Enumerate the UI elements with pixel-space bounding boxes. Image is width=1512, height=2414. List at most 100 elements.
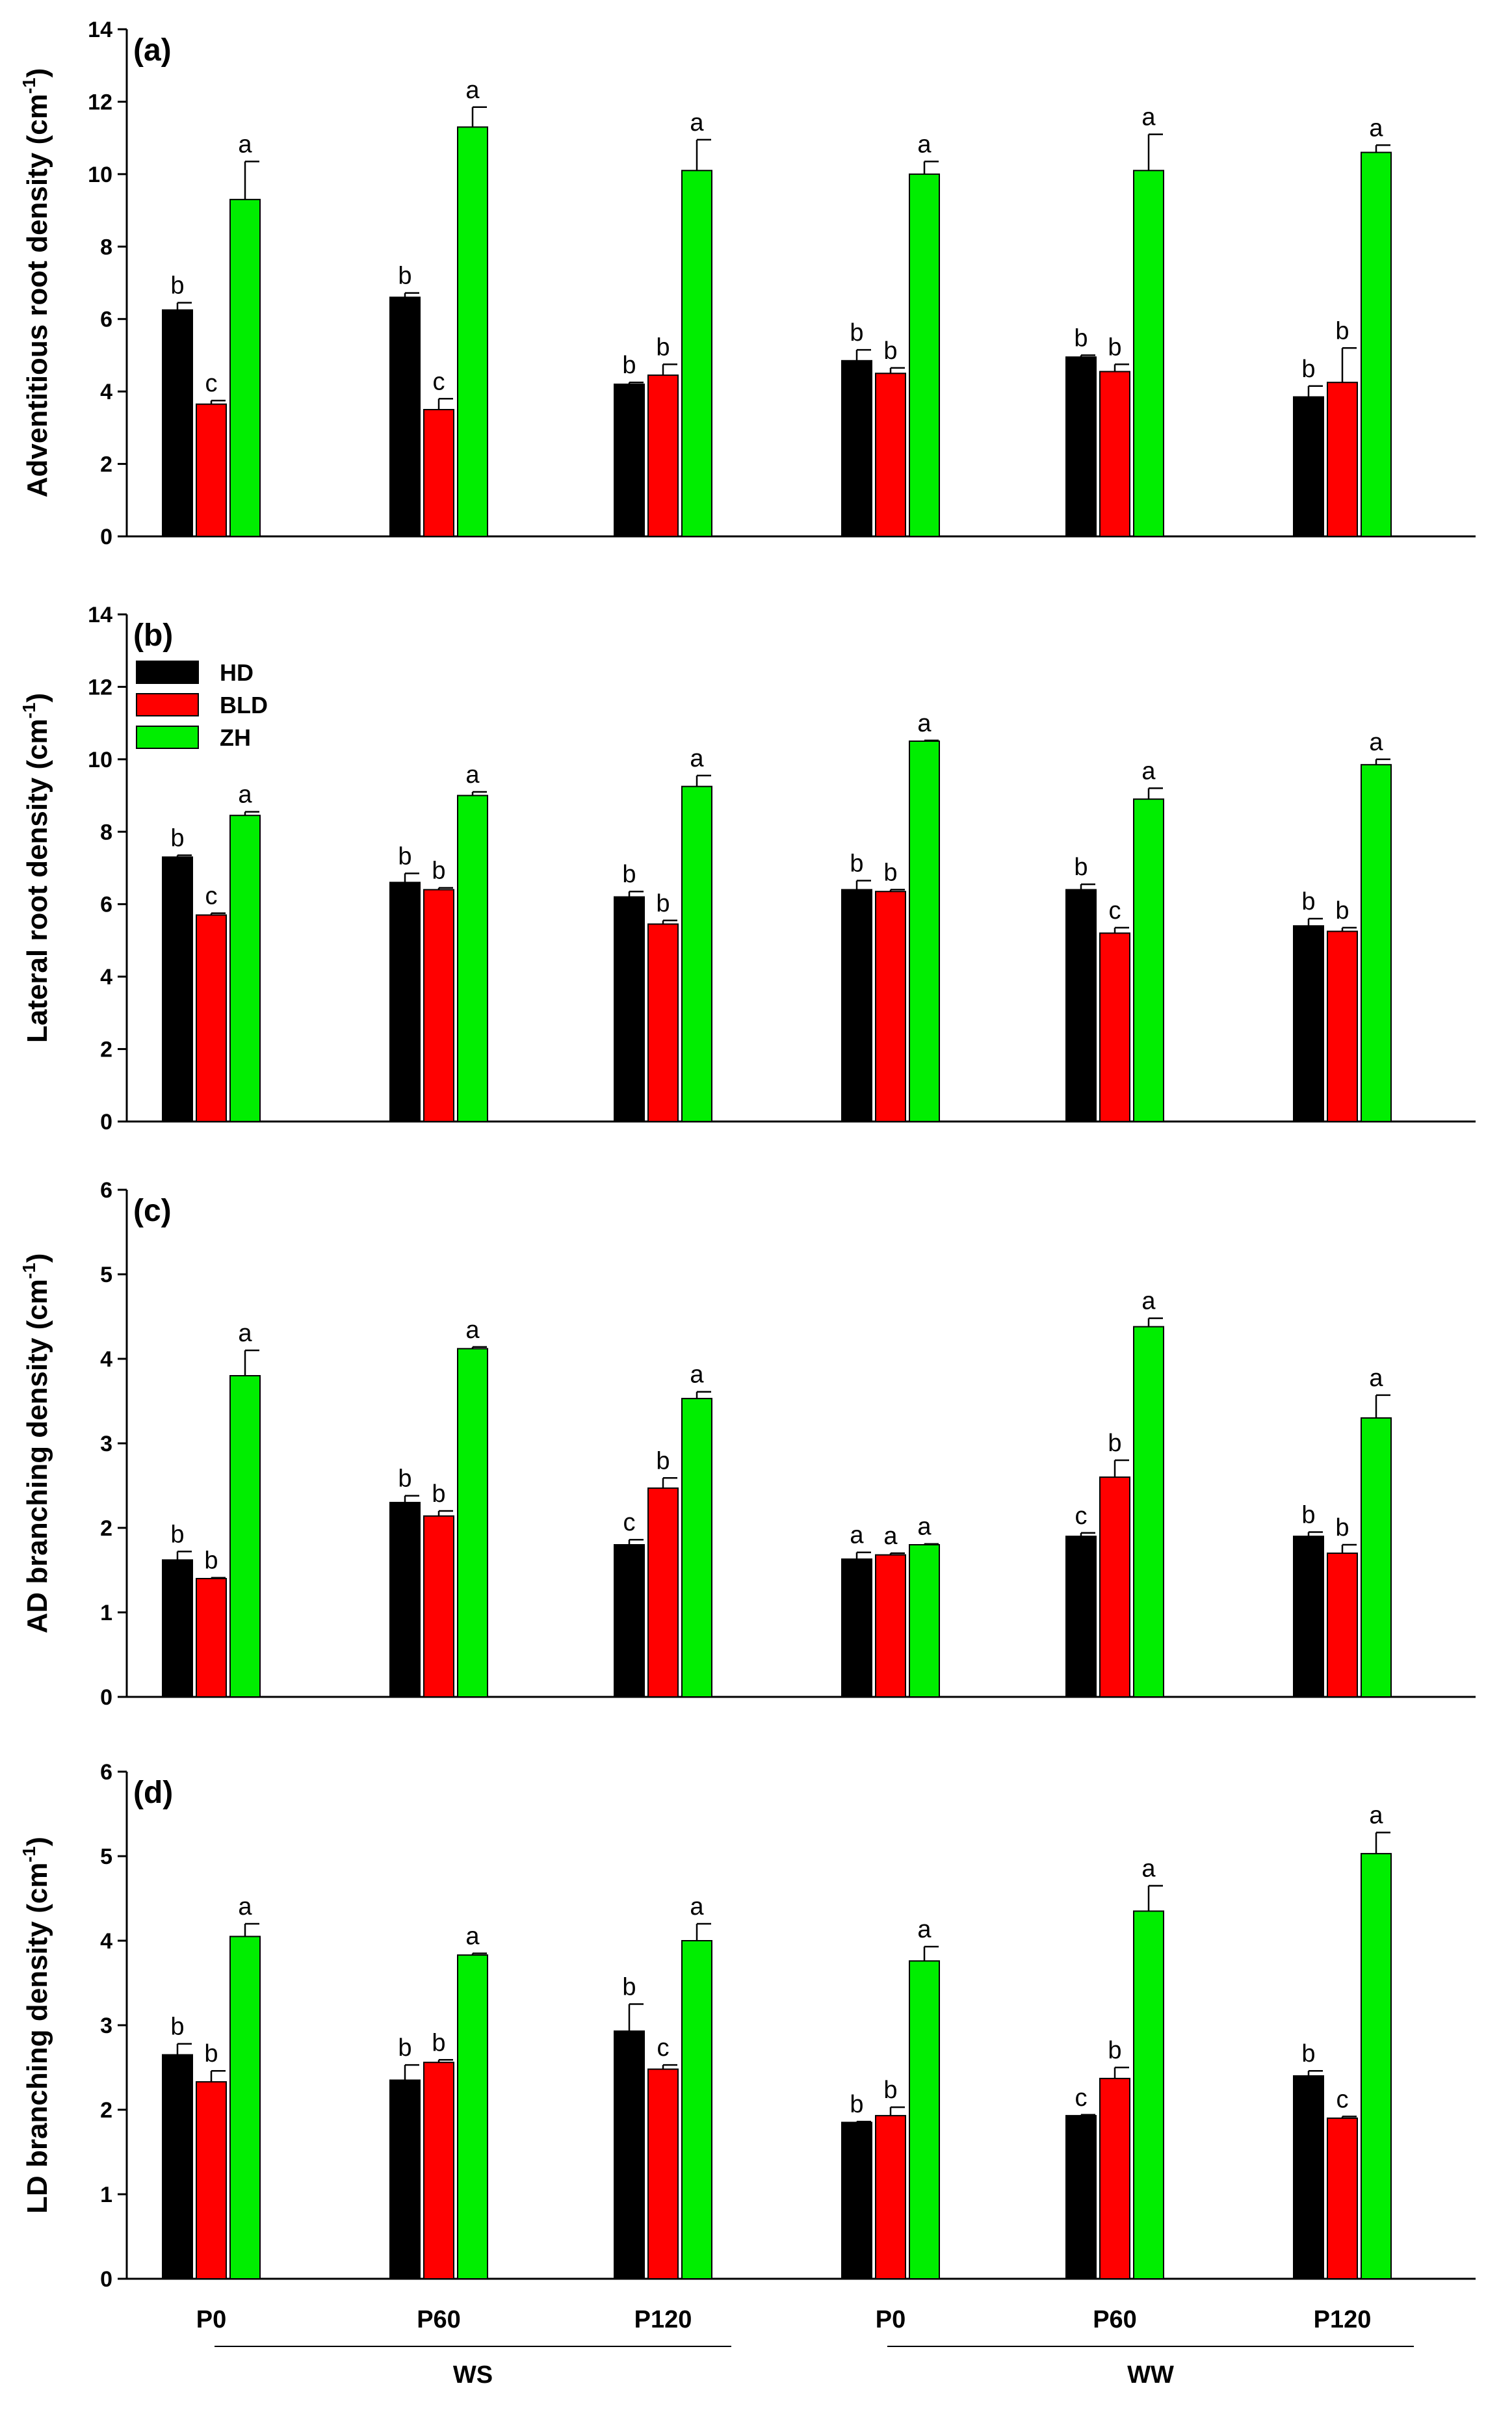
y-tick-label: 10 [88, 163, 112, 187]
y-axis-label-superscript: -1 [19, 77, 39, 94]
significance-letter: a [1369, 114, 1383, 142]
bar-hd [1293, 925, 1324, 1122]
significance-letter: a [690, 1893, 704, 1921]
significance-letter: a [1369, 1802, 1383, 1830]
bar-zh [1133, 170, 1164, 537]
group-label-ww: WW [1127, 2361, 1174, 2389]
y-axis-label: LD branching density (cm-1) [19, 1837, 53, 2214]
bar-zh [909, 173, 940, 538]
x-tick-label: P60 [417, 2306, 461, 2333]
y-axis-label-text: Adventitious root density (cm [21, 94, 53, 497]
y-tick-label: 5 [100, 1844, 112, 1869]
y-axis-label-text: AD branching density (cm [21, 1279, 53, 1633]
panel-label: (c) [133, 1194, 172, 1228]
bar-hd [614, 896, 645, 1122]
significance-letter: b [204, 1547, 218, 1575]
bar-zh [229, 1375, 261, 1698]
bar-zh [457, 1954, 488, 2280]
significance-letter: b [398, 2034, 411, 2062]
bar-zh [909, 741, 940, 1122]
bar-hd [162, 309, 193, 537]
significance-letter: b [1108, 2037, 1121, 2064]
significance-letter: b [398, 843, 411, 870]
significance-letter: a [883, 1523, 898, 1550]
y-tick-label: 1 [100, 1601, 112, 1625]
y-tick-label: 12 [88, 90, 112, 114]
significance-letter: a [465, 761, 480, 789]
bar-zh [457, 794, 488, 1122]
bar-hd [1293, 2075, 1324, 2279]
y-tick-label: 0 [100, 1685, 112, 1710]
significance-letter: a [917, 1916, 932, 1943]
bar-hd [841, 889, 872, 1123]
significance-letter: c [1075, 1502, 1088, 1530]
y-tick-label: 2 [100, 453, 112, 477]
bar-bld [875, 891, 906, 1122]
bar-hd [1293, 396, 1324, 537]
significance-letter: b [1335, 317, 1349, 345]
group-label-ws: WS [453, 2361, 493, 2389]
significance-letter: c [657, 2034, 670, 2062]
panel-label: (a) [133, 33, 172, 68]
bar-zh [229, 198, 261, 538]
significance-letter: a [1141, 104, 1156, 131]
significance-letter: b [883, 859, 897, 886]
x-tick-label: P120 [1314, 2306, 1372, 2333]
bar-bld [1327, 930, 1358, 1122]
bar-zh [681, 785, 712, 1122]
significance-letter: a [465, 1317, 480, 1344]
y-axis-label-close: ) [21, 1837, 53, 1846]
bar-zh [1361, 151, 1392, 537]
bar-bld [196, 1578, 227, 1698]
significance-letter: b [656, 890, 670, 917]
y-tick-label: 3 [100, 1432, 112, 1456]
y-tick-label: 6 [100, 893, 112, 917]
y-axis-label-superscript: -1 [19, 1846, 39, 1863]
panel-label: (d) [133, 1776, 173, 1810]
bar-bld [196, 403, 227, 538]
legend-label-bld: BLD [220, 692, 268, 718]
y-axis-label-close: ) [21, 693, 53, 703]
bar-bld [423, 409, 454, 537]
bar-zh [681, 170, 712, 537]
y-tick-label: 6 [100, 1760, 112, 1785]
significance-letter: b [1108, 1430, 1121, 1457]
bar-bld [1327, 1553, 1358, 1698]
y-axis-label: Lateral root density (cm-1) [19, 693, 53, 1043]
bar-bld [647, 923, 679, 1123]
y-tick-label: 14 [88, 18, 112, 42]
y-axis-label-text: LD branching density (cm [21, 1863, 53, 2214]
bar-hd [1293, 1536, 1324, 1698]
bar-bld [647, 374, 679, 537]
significance-letter: a [690, 1361, 704, 1389]
significance-letter: c [1075, 2084, 1088, 2112]
significance-letter: a [238, 1893, 252, 1921]
bar-bld [1099, 371, 1130, 537]
y-axis-label-close: ) [21, 68, 53, 78]
significance-letter: b [1301, 356, 1315, 383]
significance-letter: a [238, 781, 252, 809]
y-axis-label: AD branching density (cm-1) [19, 1253, 53, 1634]
significance-letter: b [170, 825, 184, 852]
significance-letter: a [917, 131, 932, 158]
y-tick-label: 4 [100, 1347, 112, 1372]
bar-zh [457, 1348, 488, 1698]
y-axis-label: Adventitious root density (cm-1) [19, 68, 53, 498]
significance-letter: b [398, 1465, 411, 1493]
significance-letter: b [1335, 897, 1349, 925]
bar-zh [229, 1935, 261, 2279]
bar-zh [457, 126, 488, 537]
bar-zh [1133, 1910, 1164, 2279]
bar-bld [423, 889, 454, 1123]
significance-letter: c [205, 883, 218, 910]
bar-hd [614, 2030, 645, 2280]
significance-letter: a [690, 745, 704, 772]
y-tick-label: 4 [100, 380, 112, 404]
x-tick-label: P60 [1093, 2306, 1137, 2333]
significance-letter: b [883, 2077, 897, 2104]
bar-bld [1099, 2077, 1130, 2279]
significance-letter: b [398, 263, 411, 290]
significance-letter: b [622, 1974, 636, 2001]
